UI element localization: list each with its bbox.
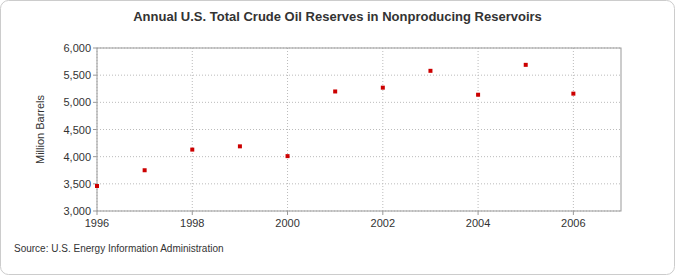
tick-label: 2004	[466, 217, 490, 229]
axis-label: Million Barrels	[34, 94, 46, 164]
tick-label: 5,500	[63, 69, 91, 81]
point	[143, 168, 147, 172]
point	[190, 148, 194, 152]
point	[571, 92, 575, 96]
grid-line	[287, 48, 288, 211]
point	[381, 86, 385, 90]
tick	[93, 156, 97, 157]
source-note: Source: U.S. Energy Information Administ…	[14, 243, 224, 254]
tick	[93, 75, 97, 76]
grid-line	[97, 183, 621, 184]
grid-line	[97, 156, 621, 157]
grid-line	[478, 48, 479, 211]
point	[333, 89, 337, 93]
tick	[93, 48, 97, 49]
tick	[93, 102, 97, 103]
grid-line	[97, 102, 621, 103]
point	[286, 154, 290, 158]
tick	[287, 211, 288, 215]
grid-line	[97, 75, 621, 76]
tick-label: 6,000	[63, 42, 91, 54]
grid-line	[573, 48, 574, 211]
point	[238, 144, 242, 148]
tick-label: 2006	[561, 217, 585, 229]
tick	[93, 211, 97, 212]
points	[95, 63, 575, 188]
tick-label: 1996	[85, 217, 109, 229]
tick-label: 1998	[180, 217, 204, 229]
tick-label: 5,000	[63, 96, 91, 108]
tick-label: 4,000	[63, 151, 91, 163]
tick	[97, 211, 98, 215]
grid-line	[382, 48, 383, 211]
title: Annual U.S. Total Crude Oil Reserves in …	[133, 9, 542, 24]
tick-label: 3,500	[63, 178, 91, 190]
point	[428, 69, 432, 73]
plot-frame	[97, 48, 621, 211]
tick-label: 2000	[275, 217, 299, 229]
tick	[93, 129, 97, 130]
point	[95, 184, 99, 188]
point	[476, 93, 480, 97]
tick	[573, 211, 574, 215]
grid-line	[192, 48, 193, 211]
tick	[192, 211, 193, 215]
background	[1, 1, 675, 275]
tick	[382, 211, 383, 215]
tick	[478, 211, 479, 215]
tick-label: 2002	[371, 217, 395, 229]
grid-line	[97, 129, 621, 130]
point	[524, 63, 528, 67]
tick-label: 3,000	[63, 205, 91, 217]
chart: Annual U.S. Total Crude Oil Reserves in …	[0, 0, 675, 275]
tick-label: 4,500	[63, 124, 91, 136]
